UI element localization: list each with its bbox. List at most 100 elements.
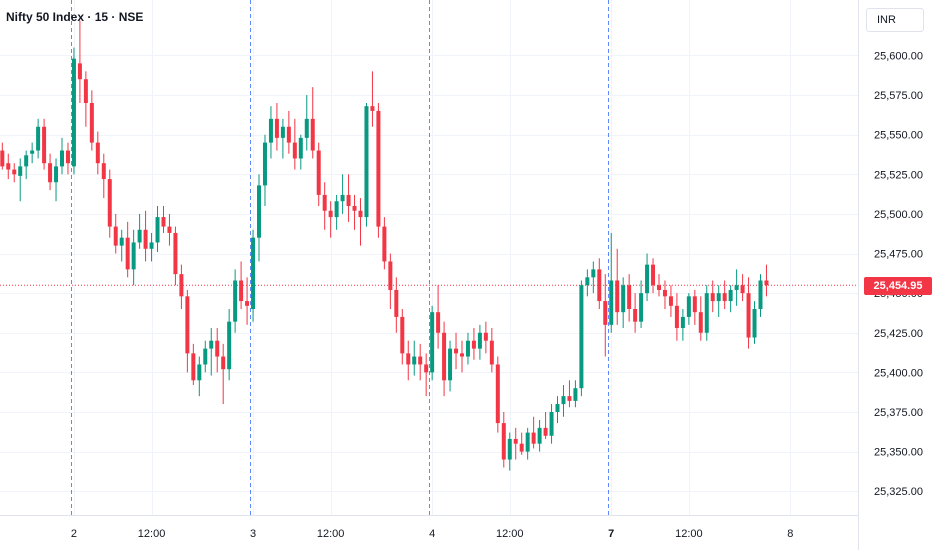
candle-body [161, 217, 166, 227]
x-tick-label: 2 [71, 528, 77, 540]
candle-body [465, 340, 470, 357]
candle-body [167, 226, 172, 233]
candle-body [483, 332, 488, 341]
candle-body [107, 179, 112, 227]
x-tick-label: 7 [608, 528, 614, 540]
candle-body [645, 264, 650, 294]
candle-body [657, 285, 661, 290]
candle-body [203, 348, 208, 365]
candle-body [424, 364, 429, 373]
candle-body [197, 364, 202, 381]
candle-body [758, 280, 763, 309]
candle-body [615, 280, 620, 313]
candle-body [471, 340, 476, 349]
x-tick-label: 3 [250, 528, 256, 540]
symbol-title[interactable]: Nifty 50 Index · 15 · NSE [6, 10, 144, 24]
candle-body [513, 438, 518, 444]
candle-body [274, 118, 279, 138]
candle-body [495, 364, 500, 424]
candle-body [304, 118, 309, 138]
y-tick-label: 25,500.00 [874, 209, 923, 221]
candle-body [537, 427, 542, 444]
last-price-label: 25,454.95 [864, 277, 932, 295]
candle-body [442, 332, 447, 381]
candle-body [734, 285, 739, 290]
candle-body [334, 201, 339, 218]
x-tick-label: 12:00 [138, 528, 166, 540]
candle-body [710, 293, 715, 302]
candle-body [143, 229, 148, 249]
y-tick-label: 25,425.00 [874, 328, 923, 340]
candle-body [459, 353, 464, 357]
candle-body [692, 296, 697, 313]
candle-body [430, 312, 435, 373]
candle-body [639, 293, 644, 322]
candle-body [716, 293, 721, 302]
candle-body [436, 312, 441, 333]
candle-body [292, 142, 297, 159]
candle-body [698, 312, 703, 333]
candle-body [36, 126, 41, 151]
candle-body [137, 229, 142, 243]
candle-body [65, 150, 70, 164]
candle-body [579, 285, 584, 389]
candle-body [233, 280, 238, 322]
candle-body [400, 316, 405, 354]
candle-body [764, 280, 769, 286]
candle-body [173, 232, 178, 275]
x-tick-label: 12:00 [496, 528, 524, 540]
candle-body [662, 289, 667, 297]
candle-body [239, 280, 244, 302]
candle-body [42, 126, 47, 164]
candle-body [95, 142, 100, 164]
candle-body [549, 412, 554, 436]
candle-body [101, 163, 106, 180]
candle-body [12, 169, 17, 175]
candle-body [680, 316, 685, 329]
x-tick-label: 4 [429, 528, 435, 540]
candle-body [155, 217, 160, 243]
candle-body [310, 118, 315, 151]
candle-body [531, 432, 536, 444]
candle-body [316, 150, 321, 195]
candle-body [286, 126, 291, 143]
candle-body [585, 277, 590, 286]
candle-body [412, 356, 417, 365]
y-tick-label: 25,550.00 [874, 130, 923, 142]
candle-body [262, 142, 267, 186]
candle-body [6, 163, 11, 170]
y-tick-label: 25,375.00 [874, 407, 923, 419]
candle-body [280, 126, 285, 138]
candle-body [370, 106, 375, 111]
candle-body [597, 269, 602, 302]
candle-body [406, 353, 411, 365]
candle-body [752, 309, 757, 338]
y-tick-label: 25,400.00 [874, 367, 923, 379]
candle-body [525, 432, 530, 452]
candle-body [722, 293, 727, 302]
candle-body [501, 423, 506, 460]
candle-body [686, 296, 691, 317]
currency-selector[interactable]: INR [866, 8, 924, 32]
candle-body [454, 348, 459, 354]
candle-body [268, 118, 273, 143]
candle-body [746, 293, 751, 338]
candle-body [245, 301, 250, 306]
candle-body [18, 166, 23, 176]
candle-body [113, 226, 118, 246]
candle-body [609, 280, 614, 325]
candle-body [251, 237, 256, 309]
candle-body [185, 296, 190, 354]
candle-body [489, 340, 494, 365]
candle-body [555, 404, 560, 412]
y-tick-label: 25,575.00 [874, 90, 923, 102]
candle-body [668, 296, 673, 306]
x-tick-label: 12:00 [675, 528, 703, 540]
candle-body [119, 237, 124, 246]
candle-body [77, 63, 82, 80]
candle-body [54, 166, 59, 183]
y-tick-label: 25,600.00 [874, 50, 923, 62]
candle-body [674, 305, 679, 329]
